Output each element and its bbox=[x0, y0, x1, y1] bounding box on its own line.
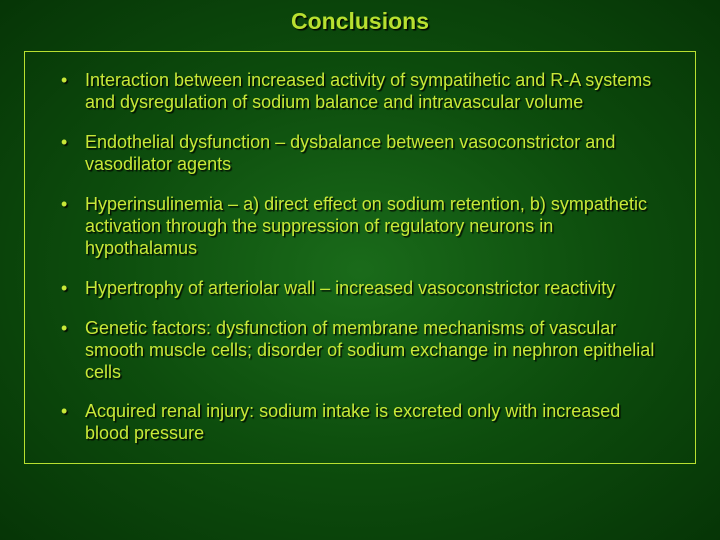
bullet-item: Interaction between increased activity o… bbox=[67, 70, 665, 114]
bullet-item: Hyperinsulinemia – a) direct effect on s… bbox=[67, 194, 665, 260]
content-box: Interaction between increased activity o… bbox=[24, 51, 696, 464]
slide-title: Conclusions bbox=[24, 8, 696, 35]
bullet-list: Interaction between increased activity o… bbox=[67, 70, 665, 445]
slide-container: Conclusions Interaction between increase… bbox=[0, 0, 720, 540]
bullet-item: Genetic factors: dysfunction of membrane… bbox=[67, 318, 665, 384]
bullet-item: Hypertrophy of arteriolar wall – increas… bbox=[67, 278, 665, 300]
bullet-item: Acquired renal injury: sodium intake is … bbox=[67, 401, 665, 445]
bullet-item: Endothelial dysfunction – dysbalance bet… bbox=[67, 132, 665, 176]
